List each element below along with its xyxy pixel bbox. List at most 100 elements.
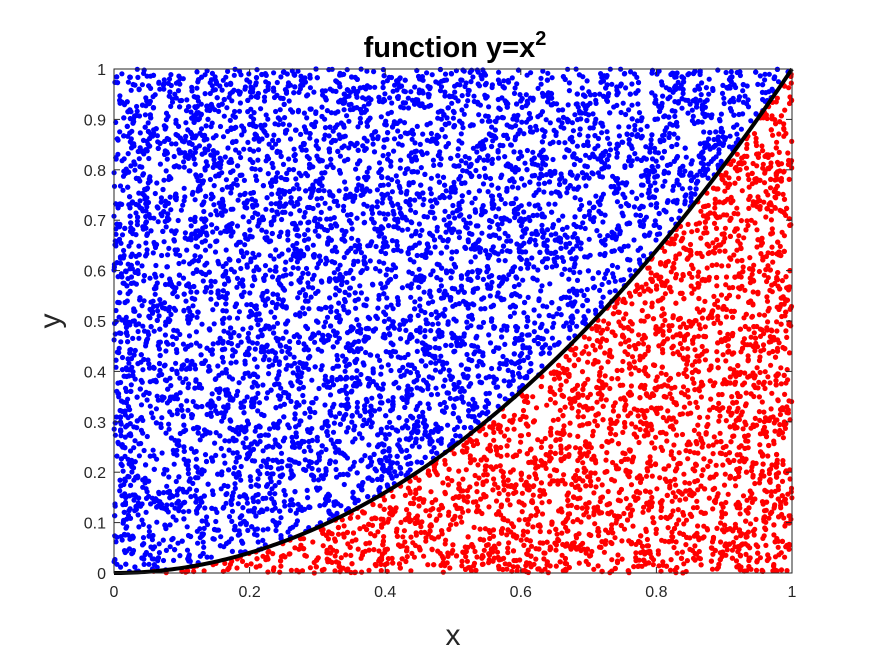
point-above (583, 183, 589, 189)
point-above (380, 381, 386, 387)
point-above (573, 101, 579, 107)
point-above (240, 254, 246, 260)
point-above (540, 336, 546, 342)
point-above (310, 242, 316, 248)
point-above (469, 269, 475, 275)
point-above (614, 154, 620, 160)
point-above (287, 338, 293, 345)
point-above (177, 81, 183, 87)
point-above (360, 360, 366, 366)
point-above (220, 340, 226, 346)
point-above (302, 410, 308, 416)
point-above (199, 216, 205, 222)
point-above (414, 338, 420, 344)
point-above (324, 314, 331, 320)
point-above (220, 134, 227, 140)
point-above (161, 239, 167, 245)
point-above (318, 367, 324, 373)
point-above (511, 90, 518, 96)
point-above (139, 517, 145, 523)
point-above (176, 281, 182, 287)
point-above (202, 132, 208, 138)
point-above (171, 557, 177, 564)
point-above (211, 183, 217, 189)
point-above (264, 470, 270, 477)
point-above (139, 379, 145, 385)
point-above (660, 93, 666, 99)
point-above (641, 217, 647, 223)
point-above (216, 261, 222, 267)
point-above (661, 132, 667, 138)
point-above (665, 170, 672, 176)
point-above (569, 320, 576, 326)
point-above (260, 357, 267, 363)
point-above (165, 252, 171, 258)
point-above (364, 119, 370, 125)
point-above (341, 143, 347, 149)
point-above (639, 133, 645, 139)
point-above (402, 170, 408, 176)
point-above (351, 459, 357, 465)
point-above (419, 227, 425, 233)
point-above (263, 206, 269, 212)
point-above (622, 70, 628, 77)
chart-title: function y=x2 (364, 28, 547, 64)
point-above (202, 247, 209, 253)
point-above (198, 126, 205, 132)
point-above (414, 419, 420, 425)
point-above (269, 207, 275, 213)
point-above (260, 382, 266, 388)
point-above (407, 317, 413, 323)
point-above (629, 102, 635, 108)
point-above (128, 87, 134, 93)
point-above (442, 208, 448, 214)
point-above (509, 293, 515, 299)
point-above (228, 536, 235, 542)
point-above (560, 258, 567, 264)
point-above (173, 228, 179, 234)
point-above (706, 91, 712, 97)
point-above (169, 366, 175, 372)
point-above (566, 80, 573, 86)
point-above (156, 339, 162, 345)
point-above (186, 381, 192, 387)
point-above (679, 105, 685, 111)
point-above (572, 195, 578, 201)
point-above (470, 396, 476, 402)
point-above (137, 130, 143, 136)
point-above (726, 144, 733, 150)
point-above (361, 201, 367, 207)
point-above (487, 175, 494, 182)
point-above (227, 417, 233, 423)
point-above (187, 476, 193, 482)
point-above (119, 71, 125, 77)
point-above (342, 179, 348, 185)
point-above (263, 88, 269, 94)
point-above (459, 394, 465, 400)
point-above (163, 124, 169, 130)
point-above (524, 147, 531, 154)
point-above (574, 143, 581, 149)
point-above (223, 500, 229, 506)
point-above (268, 309, 274, 315)
point-above (172, 91, 178, 97)
point-above (257, 438, 263, 445)
point-above (180, 509, 187, 515)
point-above (675, 135, 681, 141)
point-above (315, 202, 321, 208)
point-above (301, 237, 308, 243)
point-above (499, 297, 505, 303)
point-above (168, 72, 174, 78)
point-above (408, 207, 414, 213)
point-above (177, 553, 183, 559)
point-above (356, 182, 362, 188)
point-above (639, 192, 645, 198)
point-above (554, 311, 560, 317)
point-above (304, 325, 311, 332)
point-above (163, 430, 169, 436)
point-above (276, 479, 282, 485)
point-above (194, 85, 200, 91)
point-above (113, 231, 119, 237)
point-above (208, 455, 215, 461)
point-above (219, 196, 225, 202)
